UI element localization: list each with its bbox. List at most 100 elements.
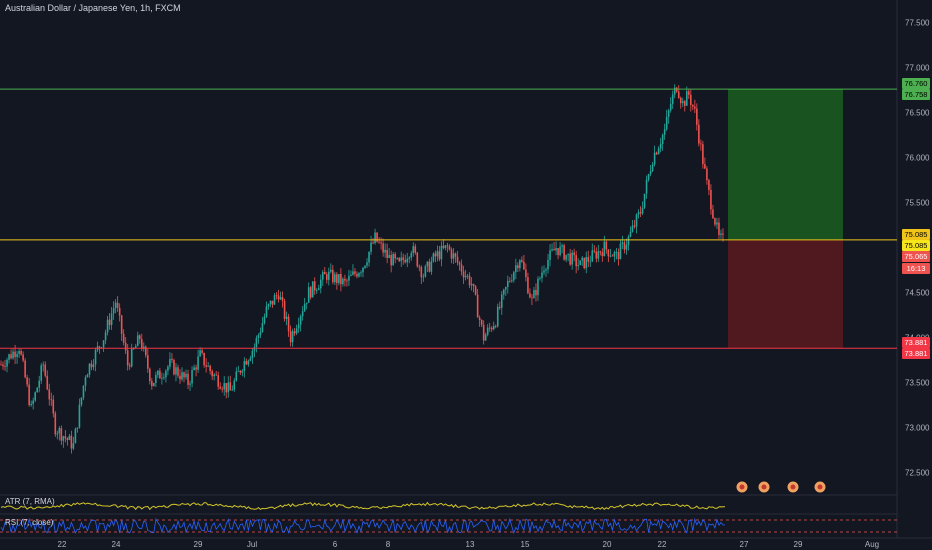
candle-body — [225, 383, 228, 393]
candle-body — [326, 274, 328, 280]
candle-body — [657, 148, 660, 155]
candle-body — [207, 365, 209, 367]
candle-body — [223, 383, 226, 390]
candle-body — [617, 252, 620, 260]
candle-body — [702, 144, 704, 165]
candle-body — [295, 328, 298, 334]
atr-label[interactable]: ATR (7, RMA) — [5, 497, 55, 506]
candle-body — [120, 315, 123, 334]
candle-body — [422, 276, 425, 278]
candle-body — [468, 275, 471, 286]
rsi-line — [0, 517, 725, 535]
candle-body — [595, 251, 598, 259]
candle-body — [352, 271, 354, 275]
candle-body — [273, 295, 276, 305]
candle-body — [315, 289, 318, 291]
candle-body — [299, 316, 302, 325]
candle-body — [328, 271, 330, 280]
candle-body — [191, 369, 193, 384]
candle-body — [690, 94, 692, 105]
profit-zone[interactable] — [728, 89, 843, 240]
candle-body — [388, 255, 390, 258]
candle-body — [157, 370, 159, 376]
candle-body — [424, 266, 427, 277]
candle-body — [8, 354, 10, 360]
candle-body — [72, 443, 75, 449]
loss-zone[interactable] — [728, 239, 843, 349]
candle-body — [313, 281, 316, 291]
candle-body — [496, 306, 499, 327]
candle-body — [482, 324, 485, 341]
candle-body — [436, 251, 439, 257]
candle-body — [716, 222, 718, 225]
candle-body — [565, 254, 567, 260]
candle-body — [136, 335, 139, 347]
candle-body — [66, 438, 69, 440]
candle-body — [619, 243, 622, 260]
candle-body — [249, 358, 252, 361]
candle-body — [18, 350, 20, 354]
candle-body — [275, 295, 278, 297]
candle-body — [500, 294, 503, 308]
candle-body — [428, 261, 431, 272]
candle-body — [267, 304, 270, 307]
candle-body — [615, 252, 618, 253]
candle-body — [434, 253, 437, 257]
candle-body — [511, 280, 513, 282]
candle-body — [271, 300, 274, 305]
candle-body — [362, 267, 364, 273]
candle-body — [577, 265, 579, 267]
candle-body — [265, 306, 268, 317]
candle-body — [213, 374, 215, 377]
candle-body — [587, 257, 590, 262]
candle-body — [342, 278, 344, 285]
candle-body — [637, 212, 640, 215]
x-tick-label: 22 — [58, 540, 67, 549]
candle-body — [581, 257, 584, 261]
candle-body — [519, 260, 521, 269]
candle-body — [673, 87, 676, 95]
candle-body — [575, 255, 577, 267]
candle-body — [696, 108, 698, 125]
entry-price-label: 75.085 — [902, 229, 930, 240]
candle-body — [492, 326, 495, 330]
candle-body — [165, 370, 167, 378]
candle-body — [675, 87, 678, 92]
candle-body — [177, 367, 179, 376]
candle-body — [390, 255, 392, 266]
candle-body — [609, 255, 612, 257]
candle-body — [525, 269, 527, 278]
y-tick-label: 76.000 — [905, 154, 930, 163]
candle-body — [175, 367, 177, 375]
candle-body — [627, 236, 630, 245]
y-tick-label: 75.500 — [905, 199, 930, 208]
candle-body — [201, 350, 203, 353]
candle-body — [2, 364, 4, 367]
candle-body — [685, 91, 688, 106]
candle-body — [382, 243, 384, 253]
candle-body — [404, 259, 407, 263]
candle-body — [227, 382, 230, 393]
candle-body — [217, 375, 219, 387]
candle-body — [571, 252, 573, 265]
candle-body — [344, 278, 346, 281]
candle-body — [44, 364, 47, 376]
candle-body — [502, 289, 505, 295]
rsi-label[interactable]: RSI (7, close) — [5, 518, 54, 527]
event-icon-dot — [761, 484, 767, 490]
candle-body — [48, 389, 51, 400]
candle-body — [263, 316, 266, 324]
candle-body — [36, 387, 38, 393]
candle-body — [138, 335, 141, 340]
x-tick-label: 20 — [603, 540, 612, 549]
chart-title: Australian Dollar / Japanese Yen, 1h, FX… — [5, 3, 181, 13]
candle-body — [209, 365, 211, 372]
candle-body — [515, 265, 517, 273]
x-tick-label: 6 — [333, 540, 338, 549]
candle-body — [517, 265, 519, 269]
candle-body — [591, 250, 594, 262]
x-tick-label: Jul — [247, 540, 257, 549]
candle-body — [372, 242, 374, 244]
